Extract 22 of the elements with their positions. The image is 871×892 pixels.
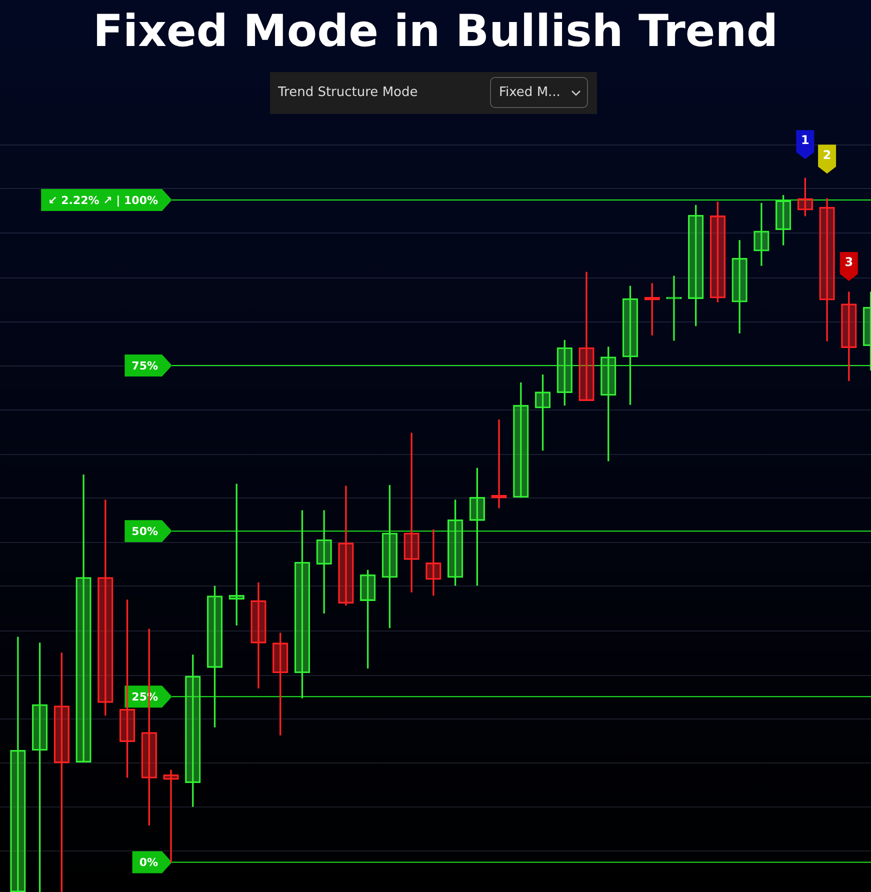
candlestick — [250, 582, 266, 688]
candlestick — [76, 474, 92, 763]
ref-line-label: 75% — [132, 359, 158, 372]
candlestick — [163, 770, 179, 863]
candlestick — [491, 419, 507, 508]
candlestick — [754, 202, 770, 266]
chart-title: Fixed Mode in Bullish Trend — [92, 6, 780, 57]
annotation: 3 — [844, 255, 854, 270]
candlestick — [732, 240, 748, 334]
annotation: 1 — [801, 133, 810, 148]
candlestick — [578, 272, 594, 401]
candlestick — [819, 198, 835, 342]
candlestick — [10, 636, 26, 892]
ref-line-label: 0% — [139, 856, 158, 870]
candlestick — [404, 432, 420, 592]
candlestick — [666, 276, 682, 341]
ref-line-label: 50% — [132, 524, 158, 538]
annotation: 2 — [822, 148, 832, 162]
candlestick — [338, 486, 354, 606]
ref-line-label: ↙ 2.22% ↗ | 100% — [48, 194, 158, 207]
candlestick — [426, 529, 442, 596]
dropdown-field: Trend Structure Mode Fixed M... — [270, 72, 597, 114]
